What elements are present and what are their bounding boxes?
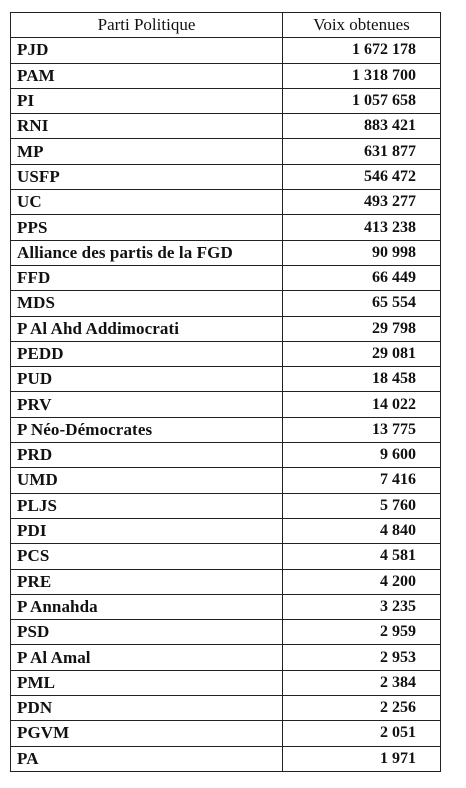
votes-cell: 29 798 — [282, 315, 441, 342]
table-row: PAM 1 318 700 — [10, 62, 441, 89]
table-row: PJD 1 672 178 — [10, 37, 441, 64]
votes-cell: 4 581 — [282, 543, 441, 570]
votes-cell: 66 449 — [282, 264, 441, 292]
table-row: PDI 4 840 — [10, 517, 441, 545]
votes-cell: 65 554 — [282, 290, 441, 317]
votes-cell: 7 416 — [282, 467, 441, 494]
party-name-cell: PCS — [10, 543, 283, 570]
votes-cell: 2 256 — [282, 695, 441, 722]
table-row: PRE 4 200 — [10, 568, 441, 595]
party-name-cell: MP — [10, 138, 283, 165]
table-row: PUD 18 458 — [10, 366, 441, 393]
votes-cell: 2 959 — [282, 619, 441, 646]
table-row: P Al Ahd Addimocrati 29 798 — [10, 315, 441, 342]
votes-cell: 1 672 178 — [282, 37, 441, 64]
votes-cell: 9 600 — [282, 442, 441, 469]
votes-cell: 13 775 — [282, 416, 441, 444]
table-row: P Al Amal 2 953 — [10, 644, 441, 671]
party-name-cell: USFP — [10, 163, 283, 191]
party-name-cell: PUD — [10, 366, 283, 393]
table-row: P Annahda 3 235 — [10, 593, 441, 621]
votes-cell: 4 200 — [282, 568, 441, 595]
votes-cell: 4 840 — [282, 517, 441, 545]
party-name-cell: RNI — [10, 113, 283, 140]
votes-cell: 883 421 — [282, 113, 441, 140]
party-name-cell: PML — [10, 669, 283, 697]
votes-cell: 90 998 — [282, 239, 441, 266]
party-name-cell: PAM — [10, 62, 283, 89]
table-row: PCS 4 581 — [10, 543, 441, 570]
table-row: PDN 2 256 — [10, 695, 441, 722]
table-row: USFP 546 472 — [10, 163, 441, 191]
party-name-cell: Alliance des partis de la FGD — [10, 239, 283, 266]
table-row: PEDD 29 081 — [10, 340, 441, 368]
table-row: FFD 66 449 — [10, 264, 441, 292]
party-name-cell: P Annahda — [10, 593, 283, 621]
table-body: PJD 1 672 178 PAM 1 318 700 PI 1 057 658 RNI 88… — [10, 37, 441, 772]
table-row: MDS 65 554 — [10, 290, 441, 317]
votes-cell: 29 081 — [282, 340, 441, 368]
table-row: PA 1 971 — [10, 745, 441, 772]
table-row: RNI 883 421 — [10, 113, 441, 140]
party-name-cell: PEDD — [10, 340, 283, 368]
table-row: MP 631 877 — [10, 138, 441, 165]
party-name-cell: P Al Amal — [10, 644, 283, 671]
votes-cell: 2 953 — [282, 644, 441, 671]
votes-cell: 631 877 — [282, 138, 441, 165]
table-row: PSD 2 959 — [10, 619, 441, 646]
votes-cell: 1 971 — [282, 745, 441, 772]
party-name-cell: PGVM — [10, 720, 283, 747]
party-name-cell: P Néo-Démocrates — [10, 416, 283, 444]
party-name-cell: PI — [10, 87, 283, 115]
votes-cell: 1 318 700 — [282, 62, 441, 89]
table-row: UC 493 277 — [10, 189, 441, 216]
table-row: UMD 7 416 — [10, 467, 441, 494]
votes-cell: 18 458 — [282, 366, 441, 393]
party-name-cell: PRE — [10, 568, 283, 595]
party-name-cell: PDI — [10, 517, 283, 545]
election-results-table: Parti Politique Voix obtenues PJD 1 672 1… — [10, 11, 441, 772]
votes-cell: 2 051 — [282, 720, 441, 747]
table-row: PML 2 384 — [10, 669, 441, 697]
party-name-cell: MDS — [10, 290, 283, 317]
party-name-cell: UMD — [10, 467, 283, 494]
table-row: Alliance des partis de la FGD 90 998 — [10, 239, 441, 266]
votes-cell: 5 760 — [282, 492, 441, 519]
party-name-cell: PRD — [10, 442, 283, 469]
table-row: PPS 413 238 — [10, 214, 441, 241]
party-name-cell: FFD — [10, 264, 283, 292]
table-header: Parti Politique Voix obtenues — [10, 11, 441, 39]
party-name-cell: PLJS — [10, 492, 283, 519]
table-row: PRV 14 022 — [10, 391, 441, 418]
votes-cell: 2 384 — [282, 669, 441, 697]
party-name-cell: PPS — [10, 214, 283, 241]
header-row: Parti Politique Voix obtenues — [10, 11, 441, 39]
votes-cell: 413 238 — [282, 214, 441, 241]
party-name-cell: P Al Ahd Addimocrati — [10, 315, 283, 342]
votes-column-header: Voix obtenues — [282, 11, 441, 39]
votes-cell: 493 277 — [282, 189, 441, 216]
party-column-header: Parti Politique — [10, 11, 283, 39]
party-name-cell: UC — [10, 189, 283, 216]
party-name-cell: PRV — [10, 391, 283, 418]
table-row: P Néo-Démocrates 13 775 — [10, 416, 441, 444]
party-name-cell: PA — [10, 745, 283, 772]
party-name-cell: PJD — [10, 37, 283, 64]
votes-cell: 14 022 — [282, 391, 441, 418]
table-row: PGVM 2 051 — [10, 720, 441, 747]
votes-cell: 546 472 — [282, 163, 441, 191]
party-name-cell: PDN — [10, 695, 283, 722]
table-row: PI 1 057 658 — [10, 87, 441, 115]
table-row: PRD 9 600 — [10, 442, 441, 469]
votes-cell: 3 235 — [282, 593, 441, 621]
party-name-cell: PSD — [10, 619, 283, 646]
votes-cell: 1 057 658 — [282, 87, 441, 115]
table-row: PLJS 5 760 — [10, 492, 441, 519]
